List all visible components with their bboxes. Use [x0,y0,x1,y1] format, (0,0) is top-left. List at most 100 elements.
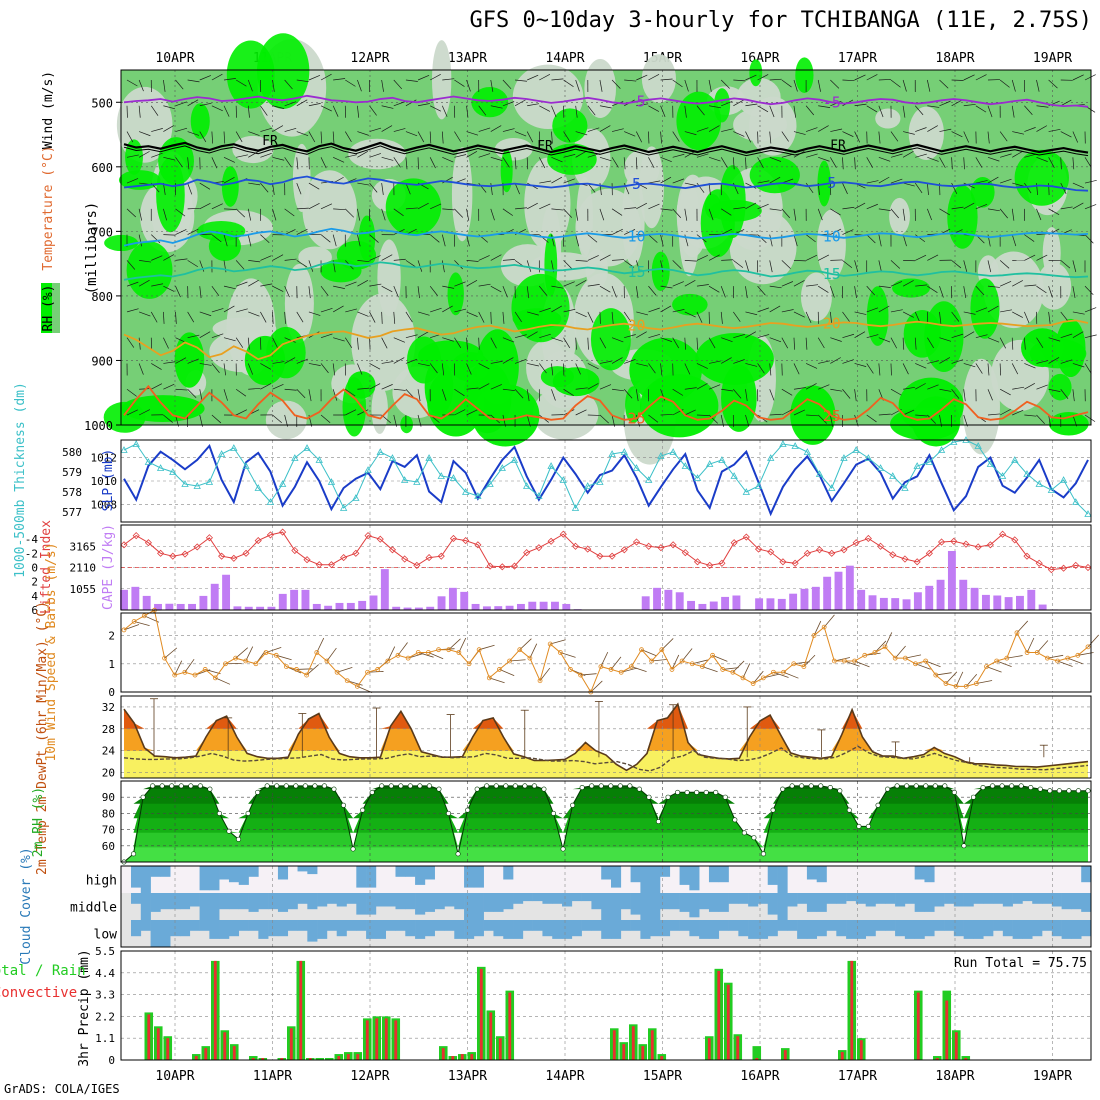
wind-barb [757,74,769,81]
precip-convective-bar [384,1018,388,1060]
wind-barb [1011,208,1015,221]
wind-barb [306,664,319,676]
cloud-low-bar [424,920,435,937]
cloud-low-bar [346,920,357,931]
wind-barb [126,131,134,143]
wind-barb [854,660,870,668]
wind-barb [935,672,952,676]
wind-barb [575,131,588,136]
wind-barb [927,414,936,424]
rh-moist-patch [1048,373,1072,401]
cloud-middle-bar [836,893,847,904]
rh-dry-patch [641,54,676,103]
wind-barb [722,667,739,670]
wind-barb [1024,363,1036,369]
date-label-bottom: 13APR [448,1069,487,1084]
slp-tick-label: 1010 [91,475,118,488]
wind-barb [211,414,222,424]
wind-barb [260,234,270,243]
cape-bar [516,603,525,610]
rh-moist-patch [695,332,774,385]
wind-barb [781,208,791,219]
wind-barb [681,648,693,662]
wind-barb [745,202,757,210]
wind-barb [733,389,742,399]
wind-barb [539,667,551,681]
cloud-middle-bar [522,893,533,902]
wind-barb [854,389,857,402]
thickness-point [193,482,201,489]
wind-barb [708,254,720,261]
temp-tick-label: 20 [102,767,115,780]
rh-point [913,783,919,789]
lifted-index-point [718,559,726,567]
wind-barb [393,311,396,324]
wind-barb [1057,660,1073,667]
precip-convective-bar [612,1030,616,1060]
wind-barb [769,176,781,184]
precip-convective-bar [660,1056,664,1060]
wind-barb [830,128,843,132]
isotherm-line [123,145,1089,157]
wind-barb [757,285,766,296]
wind-barb [793,661,810,665]
lifted-index-point [730,539,738,547]
wind-barb [211,105,223,112]
wind-barb [733,79,746,82]
wind-speed-point [223,661,228,667]
wind-barb [590,680,603,693]
wind-barb [357,387,370,390]
cape-bar [324,605,333,610]
wind-barb [1024,311,1030,324]
cloud-low-bar [963,920,974,939]
wind-barb [793,131,806,135]
wind-barb [320,157,327,169]
lifted-index-point [401,555,409,563]
wind-barb [660,234,664,247]
wind-barb [1048,208,1060,216]
cloud-low-bar [1051,920,1062,937]
wind-barb [575,260,588,262]
cape-bar [471,603,480,610]
panel-frame [120,612,1092,693]
rh-point [1028,784,1034,790]
wind-barb [587,337,589,350]
wind-speed-point [405,655,411,661]
wind-barb [163,414,173,423]
thickness-point [852,446,860,453]
wind-barb [284,311,286,324]
wind-barb [296,79,309,83]
wind-barb [927,285,938,293]
wind-barb [454,308,467,313]
wind-barb [381,337,388,349]
rh-point [990,783,996,789]
cloud-high-bar [228,866,240,883]
thickness-point [657,452,665,459]
wind-barb [987,305,999,313]
cloud-low-bar [777,920,788,931]
wind-barb [272,254,284,261]
wind-barb [551,305,563,313]
wind-barb [611,157,619,168]
lifted-index-point [962,540,970,548]
wind-speed-point [842,658,847,664]
wind-barb [417,103,430,107]
lifted-index-point [279,528,287,536]
precip-convective-bar [755,1058,759,1060]
lifted-index-point [620,546,628,554]
wind-barb [296,99,308,107]
rh-point [799,783,805,789]
wind-barb [466,409,478,416]
wind-barb [539,307,551,313]
wind-barb [454,208,464,218]
cloud-low-bar [797,920,808,939]
rh-dry-patch [817,209,846,280]
cloud-middle-bar [415,893,426,915]
rh-tick-label: 90 [102,791,115,804]
lifted-index-point [132,532,140,540]
rh-point [150,783,156,789]
wind-barb [927,208,932,221]
wind-barb [560,652,576,658]
cloud-low-bar [434,920,445,931]
wind-barb [903,386,916,390]
